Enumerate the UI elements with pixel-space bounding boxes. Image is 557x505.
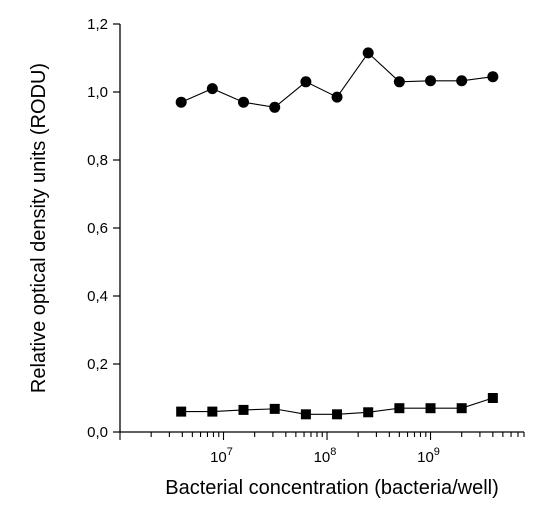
y-tick-label: 0,0 [87,424,108,441]
data-point-circle [300,76,312,88]
y-tick-label: 1,0 [87,84,108,101]
data-point-circle [269,101,281,113]
x-tick-label: 108 [314,446,337,466]
x-tick-exponent: 7 [227,446,233,458]
data-point-square [332,409,343,420]
x-tick-label: 109 [417,446,440,466]
x-tick-base: 10 [210,449,227,466]
y-tick-label: 0,6 [87,220,108,237]
data-point-circle [175,96,187,108]
y-tick-label: 0,8 [87,152,108,169]
series [175,47,499,420]
data-point-circle [393,76,405,88]
data-point-square [456,403,467,414]
y-tick-label: 0,4 [87,288,108,305]
data-point-square [207,406,218,417]
series-square [176,393,498,420]
y-tick-label: 0,2 [87,356,108,373]
x-tick-label: 107 [210,446,233,466]
data-point-square [300,409,311,420]
data-point-circle [425,75,437,87]
data-point-square [363,407,374,418]
data-point-circle [206,83,218,95]
data-point-square [487,393,498,403]
data-point-circle [362,47,374,59]
data-point-square [394,403,405,414]
y-tick-label: 1,2 [87,16,108,33]
data-point-square [269,403,280,414]
y-axis-title: Relative optical density units (RODU) [28,63,50,393]
data-point-square [425,403,436,414]
x-tick-exponent: 9 [434,446,440,458]
data-point-circle [456,75,468,87]
data-point-square [238,404,249,415]
data-point-square [176,406,187,417]
x-axis-title: Bacterial concentration (bacteria/well) [165,477,499,499]
data-point-circle [331,91,343,103]
series-circle [175,47,499,113]
x-tick-base: 10 [314,449,331,466]
data-point-circle [487,71,499,83]
x-tick-exponent: 8 [330,446,336,458]
x-tick-base: 10 [417,449,434,466]
data-point-circle [237,96,249,108]
